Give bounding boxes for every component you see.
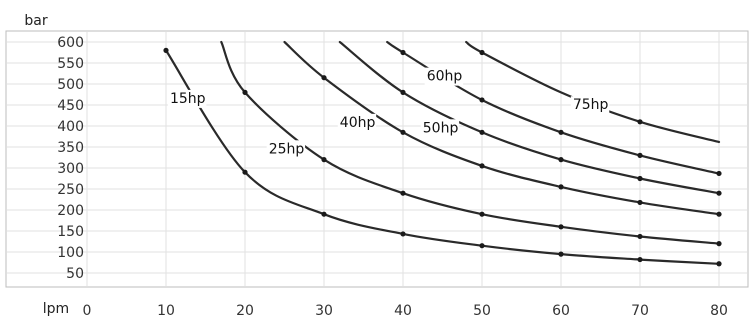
series-line-25hp xyxy=(220,40,721,245)
data-point-25hp xyxy=(716,241,722,247)
data-point-25hp xyxy=(479,211,485,217)
data-point-25hp xyxy=(242,89,248,95)
data-point-25hp xyxy=(558,224,564,230)
x-tick-label: 10 xyxy=(157,303,175,319)
data-point-40hp xyxy=(479,163,485,169)
data-point-75hp xyxy=(479,49,485,56)
data-point-50hp xyxy=(558,157,564,163)
series-label-75hp: 75hp xyxy=(573,97,609,113)
data-point-60hp xyxy=(479,97,485,103)
data-point-15hp xyxy=(242,169,248,175)
x-tick-label: 30 xyxy=(315,303,333,319)
data-point-15hp xyxy=(716,261,722,267)
y-tick-label: 450 xyxy=(57,98,84,114)
x-tick-label: 50 xyxy=(473,303,491,319)
x-tick-label: 20 xyxy=(236,303,254,319)
grid xyxy=(7,32,747,286)
data-point-40hp xyxy=(637,199,643,206)
series-label-60hp: 60hp xyxy=(427,69,463,85)
y-tick-label: 550 xyxy=(57,56,84,72)
y-tick-label: 50 xyxy=(66,266,84,282)
data-point-25hp xyxy=(400,190,406,196)
data-point-15hp xyxy=(400,231,406,237)
data-point-25hp xyxy=(637,233,643,240)
y-tick-label: 500 xyxy=(57,77,84,93)
series-label-40hp: 40hp xyxy=(340,115,376,131)
data-point-40hp xyxy=(321,75,327,81)
y-tick-label: 150 xyxy=(57,224,84,240)
data-point-15hp xyxy=(558,251,564,257)
data-point-15hp xyxy=(163,47,169,54)
y-axis-title: bar xyxy=(24,13,47,29)
series-labels: 15hp 25hp 40hp 50hp 60hp 75hp xyxy=(167,67,610,159)
series-label-25hp: 25hp xyxy=(269,141,305,157)
data-point-75hp xyxy=(637,119,643,125)
data-point-40hp xyxy=(400,129,406,135)
series-label-15hp: 15hp xyxy=(170,91,206,107)
series-label-bg-50hp xyxy=(420,119,460,138)
x-tick-label: 70 xyxy=(631,303,649,319)
data-point-60hp xyxy=(558,129,564,135)
x-axis-title: lpm xyxy=(43,301,69,317)
x-tick-label: 80 xyxy=(710,303,728,319)
y-tick-label: 600 xyxy=(57,35,84,51)
series-label-bg-25hp xyxy=(266,140,306,159)
data-point-40hp xyxy=(716,211,722,217)
x-tick-label: 0 xyxy=(83,303,92,319)
y-tick-label: 200 xyxy=(57,203,84,219)
data-point-60hp xyxy=(400,49,406,56)
series-label-bg-60hp xyxy=(424,67,464,86)
curves xyxy=(163,40,722,267)
x-tick-label: 40 xyxy=(394,303,412,319)
data-point-60hp xyxy=(637,152,643,158)
data-point-50hp xyxy=(637,175,643,182)
y-tick-label: 300 xyxy=(57,161,84,177)
series-line-75hp xyxy=(465,40,721,144)
data-point-50hp xyxy=(716,190,722,196)
data-point-15hp xyxy=(637,256,643,263)
y-tick-label: 100 xyxy=(57,245,84,261)
tick-labels: 50 100 150 200 250 300 350 400 450 500 550 600 0 10 20… xyxy=(57,35,728,319)
data-point-50hp xyxy=(400,89,406,95)
data-point-25hp xyxy=(321,157,327,163)
data-point-60hp xyxy=(716,170,722,177)
y-tick-label: 350 xyxy=(57,140,84,156)
plot-frame xyxy=(5,30,749,288)
series-label-50hp: 50hp xyxy=(423,120,459,136)
data-point-15hp xyxy=(321,211,327,217)
series-label-bg-40hp xyxy=(337,113,377,132)
data-point-40hp xyxy=(558,184,564,190)
series-label-bg-75hp xyxy=(570,96,610,115)
data-point-15hp xyxy=(479,243,485,249)
y-tick-label: 400 xyxy=(57,119,84,135)
series-label-bg-15hp xyxy=(167,89,207,108)
data-point-50hp xyxy=(479,129,485,135)
y-tick-label: 250 xyxy=(57,182,84,198)
x-tick-label: 60 xyxy=(552,303,570,319)
